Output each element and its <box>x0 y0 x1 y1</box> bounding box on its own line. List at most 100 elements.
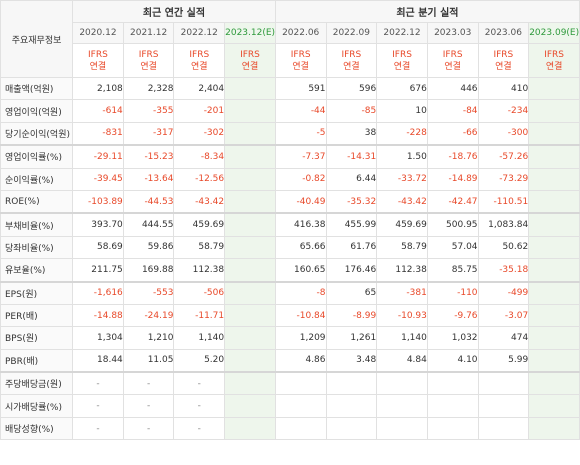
table-cell: - <box>72 371 124 396</box>
table-cell: 59.86 <box>122 235 175 260</box>
row-label: 순이익률(%) <box>0 167 74 191</box>
table-cell: -8.99 <box>325 303 378 328</box>
row-label: 당좌비율(%) <box>0 235 74 260</box>
table-cell: 5.99 <box>477 348 530 373</box>
table-cell <box>224 189 276 214</box>
table-cell: -85 <box>325 99 378 123</box>
table-cell: - <box>72 416 124 441</box>
financial-rows: 매출액(억원) 2,108 2,328 2,404 591 596 676 446 410 영업이… <box>0 76 580 441</box>
table-cell: 2,108 <box>72 76 124 101</box>
table-cell <box>224 121 276 146</box>
annual-group-header: 최근 연간 실적 <box>72 0 276 23</box>
table-cell: -381 <box>376 280 428 305</box>
table-cell: -0.82 <box>274 167 327 191</box>
row-label: 부채비율(%) <box>0 212 74 237</box>
table-cell: 10 <box>376 99 428 123</box>
financial-summary-table: 주요재무정보 최근 연간 실적 최근 분기 실적 2020.12 2021.12 2… <box>0 0 580 441</box>
period-header: 2021.12 <box>122 22 175 44</box>
table-cell <box>224 394 276 418</box>
basis-label: 연결 <box>241 61 259 72</box>
table-cell: - <box>72 394 124 418</box>
table-row: 유보율(%) 211.75 169.88 112.38 160.65 176.46 112.… <box>0 258 580 283</box>
ifrs-basis-header: IFRS 연결 <box>224 43 276 78</box>
table-cell: -10.93 <box>376 303 428 328</box>
table-cell <box>426 371 479 396</box>
row-label: PER(배) <box>0 303 74 328</box>
period-header: 2022.09 <box>325 22 378 44</box>
table-cell: -39.45 <box>72 167 124 191</box>
table-cell <box>528 144 580 169</box>
table-cell: -110.51 <box>477 189 530 214</box>
table-cell <box>224 144 276 169</box>
table-cell: 474 <box>477 326 530 350</box>
table-cell <box>426 394 479 418</box>
ifrs-label: IFRS <box>189 49 210 60</box>
table-cell <box>325 394 378 418</box>
table-cell <box>528 258 580 283</box>
table-cell: -11.71 <box>173 303 226 328</box>
basis-label: 연결 <box>444 61 461 72</box>
table-cell: -8.34 <box>173 144 226 169</box>
table-cell <box>426 416 479 441</box>
table-cell <box>224 76 276 101</box>
table-cell: 112.38 <box>173 258 226 283</box>
table-cell: 85.75 <box>426 258 479 283</box>
table-cell <box>528 416 580 441</box>
table-cell <box>224 371 276 396</box>
table-cell: -499 <box>477 280 530 305</box>
table-cell: -44 <box>274 99 327 123</box>
table-cell: 596 <box>325 76 378 101</box>
table-row: 영업이익률(%) -29.11 -15.23 -8.34 -7.37 -14.31 1.50… <box>0 144 580 169</box>
table-cell: -13.64 <box>122 167 175 191</box>
table-cell: 65.66 <box>274 235 327 260</box>
table-cell: -12.56 <box>173 167 226 191</box>
table-cell: - <box>122 394 175 418</box>
table-cell: -40.49 <box>274 189 327 214</box>
table-cell: -29.11 <box>72 144 124 169</box>
ifrs-basis-header: IFRS 연결 <box>274 43 327 78</box>
table-cell: 112.38 <box>376 258 428 283</box>
ifrs-label: IFRS <box>493 49 514 60</box>
table-cell: -10.84 <box>274 303 327 328</box>
table-row: 영업이익(억원) -614 -355 -201 -44 -85 10 -84 -234 <box>0 99 580 123</box>
table-cell: -3.07 <box>477 303 530 328</box>
table-cell: -35.32 <box>325 189 378 214</box>
table-cell: 446 <box>426 76 479 101</box>
ifrs-label: IFRS <box>138 49 159 60</box>
table-cell: 176.46 <box>325 258 378 283</box>
row-label: 매출액(억원) <box>0 76 74 101</box>
ifrs-basis-header: IFRS 연결 <box>72 43 124 78</box>
table-cell: 444.55 <box>122 212 175 237</box>
table-cell: 1,083.84 <box>477 212 530 237</box>
table-cell: -14.89 <box>426 167 479 191</box>
table-cell: 1,140 <box>173 326 226 350</box>
table-cell: -302 <box>173 121 226 146</box>
quarter-group-header: 최근 분기 실적 <box>274 0 580 23</box>
table-cell: -831 <box>72 121 124 146</box>
table-cell: 2,404 <box>173 76 226 101</box>
row-label: 유보율(%) <box>0 258 74 283</box>
period-header: 2022.06 <box>274 22 327 44</box>
table-row: 부채비율(%) 393.70 444.55 459.69 416.38 455.99 459… <box>0 212 580 237</box>
table-cell: -57.26 <box>477 144 530 169</box>
table-cell <box>224 258 276 283</box>
table-cell: 58.79 <box>376 235 428 260</box>
table-cell: 1,032 <box>426 326 479 350</box>
table-cell <box>376 371 428 396</box>
row-label: 영업이익률(%) <box>0 144 74 169</box>
table-cell: -43.42 <box>173 189 226 214</box>
table-cell: -506 <box>173 280 226 305</box>
table-cell: 3.48 <box>325 348 378 373</box>
table-cell: -66 <box>426 121 479 146</box>
table-cell <box>528 99 580 123</box>
period-header: 2023.12(E) <box>224 22 276 44</box>
ifrs-label: IFRS <box>544 49 564 60</box>
table-cell: 1,304 <box>72 326 124 350</box>
basis-label: 연결 <box>343 61 360 72</box>
table-cell <box>528 326 580 350</box>
table-cell <box>274 416 327 441</box>
table-cell <box>224 99 276 123</box>
table-cell <box>528 121 580 146</box>
table-cell: -15.23 <box>122 144 175 169</box>
table-cell <box>528 189 580 214</box>
